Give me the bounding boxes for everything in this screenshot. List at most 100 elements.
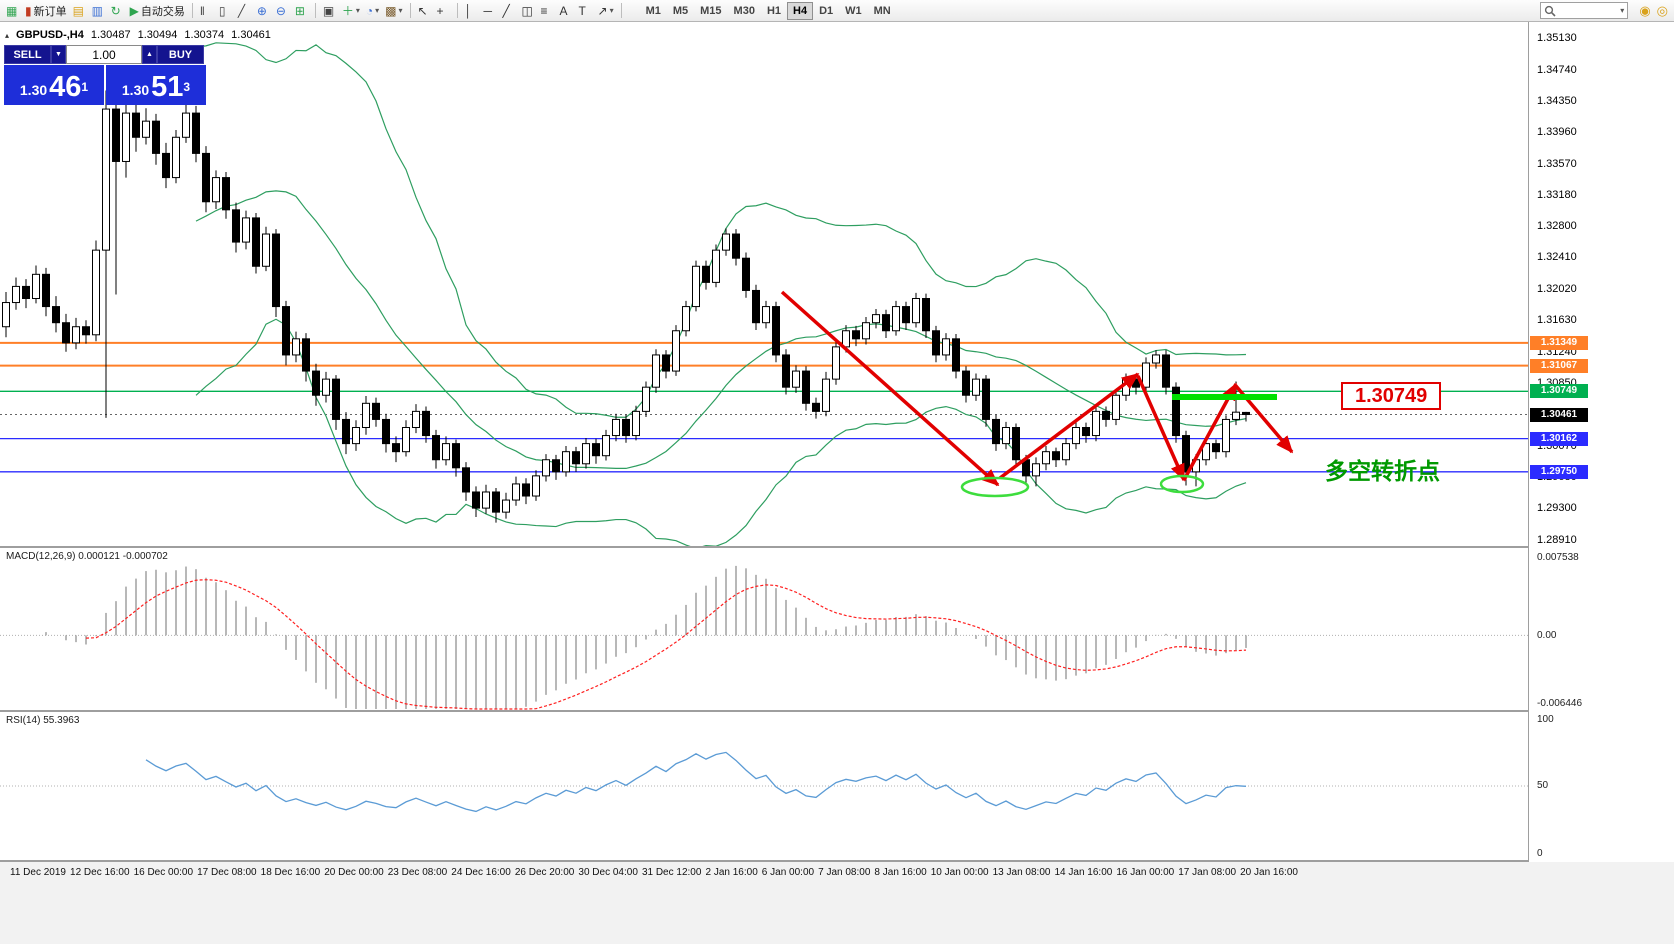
candle-chart-icon: ▯: [218, 3, 226, 18]
indicators-button[interactable]: ＋ ▾: [339, 1, 363, 20]
timeframe-button-m30[interactable]: M30: [733, 4, 755, 17]
profiles-button[interactable]: ▤: [70, 1, 89, 20]
fibonacci-button[interactable]: ≡: [538, 1, 557, 20]
time-axis[interactable]: 11 Dec 2019 12 Dec 16:00 16 Dec 00:00 17 De…: [0, 862, 1674, 944]
price-callout-label[interactable]: 1.30749: [1341, 382, 1442, 410]
zoom-in-button[interactable]: ⊕: [254, 1, 273, 20]
time-axis-label: 31 Dec 12:00: [641, 867, 702, 878]
timeframe-button-m1[interactable]: M1: [645, 4, 661, 17]
timeframe-toolbar: M1 M5 M15 M30 H1 H4 D1 W1 MN: [640, 0, 897, 22]
crosshair-button[interactable]: +: [434, 1, 453, 20]
rsi-canvas[interactable]: [0, 712, 1528, 860]
channel-icon: ◫: [521, 3, 533, 18]
buy-price-button[interactable]: 1.30 51 3: [106, 65, 206, 105]
timeframe-button-d1[interactable]: D1: [819, 4, 834, 17]
zoom-out-button[interactable]: ⊖: [273, 1, 292, 20]
vertical-line-button[interactable]: │: [462, 1, 481, 20]
open-value: 1.30487: [90, 29, 131, 41]
navigator-button[interactable]: ↻: [108, 1, 127, 20]
price-level-badge: 1.30749: [1530, 384, 1588, 399]
toolbar-separator: [456, 3, 458, 18]
price-chart-canvas[interactable]: [0, 22, 1528, 546]
tile-windows-button[interactable]: ▣: [320, 1, 339, 20]
sell-price-button[interactable]: 1.30 46 1: [4, 65, 104, 105]
search-box: ▾: [1540, 2, 1629, 19]
help-icon[interactable]: ◎: [1656, 2, 1668, 18]
search-icon: [1545, 5, 1556, 17]
time-axis-label: 30 Dec 04:00: [578, 867, 638, 878]
panel-separator[interactable]: [0, 710, 1674, 712]
candle-chart-button[interactable]: ▯: [216, 1, 235, 20]
time-axis-label: 17 Dec 08:00: [197, 867, 257, 878]
time-axis-label: 17 Jan 08:00: [1178, 867, 1237, 878]
sell-button[interactable]: SELL: [4, 45, 51, 64]
zoom-in-icon: ⊕: [256, 3, 267, 18]
templates-button[interactable]: ▩ ▾: [382, 1, 405, 20]
chart-panel[interactable]: ▴ GBPUSD-,H4 1.30487 1.30494 1.30374 1.3…: [0, 22, 1528, 546]
chevron-down-icon[interactable]: ▾: [1620, 6, 1625, 15]
macd-canvas[interactable]: [0, 548, 1528, 710]
toolbar-separator: [620, 3, 622, 18]
cursor-button[interactable]: ↖: [415, 1, 434, 20]
buy-price-pip: 3: [183, 80, 191, 94]
price-axis-tick: 1.34740: [1537, 63, 1577, 76]
tile-windows-icon: ▣: [322, 3, 335, 18]
buy-button[interactable]: BUY: [157, 45, 204, 64]
macd-panel[interactable]: MACD(12,26,9) 0.000121 -0.000702: [0, 548, 1528, 710]
text-label-button[interactable]: T: [576, 1, 595, 20]
community-icon[interactable]: ◉: [1639, 2, 1651, 18]
chart-title: ▴ GBPUSD-,H4 1.30487 1.30494 1.30374 1.3…: [5, 29, 271, 41]
app-icon-button[interactable]: ▦: [3, 1, 22, 20]
new-order-icon: ▮: [25, 3, 32, 18]
profiles-icon: ▤: [72, 3, 84, 18]
timeframe-button-mn[interactable]: MN: [873, 4, 891, 17]
price-level-badge: 1.29750: [1530, 464, 1588, 479]
bar-chart-button[interactable]: ‖: [197, 1, 216, 20]
timeframe-button-m5[interactable]: M5: [672, 4, 689, 17]
new-order-button[interactable]: ▮ 新订单: [22, 1, 70, 20]
market-watch-icon: ▥: [91, 3, 103, 18]
toolbar-separator: [191, 3, 193, 18]
periods-button[interactable]: ◔ ▾: [363, 1, 382, 20]
volume-input[interactable]: [66, 45, 142, 64]
horizontal-line-icon: ─: [483, 3, 493, 18]
grid-icon: ⊞: [294, 3, 305, 18]
trendline-button[interactable]: ╱: [500, 1, 519, 20]
chevron-up-icon: ▲: [146, 51, 153, 58]
time-axis-label: 20 Jan 16:00: [1240, 867, 1298, 878]
one-click-trading-panel: SELL ▼ ▲ BUY 1.30 46 1 1.30 51 3: [4, 45, 206, 105]
time-axis-label: 6 Jan 00:00: [761, 867, 815, 878]
annotation-text[interactable]: 多空转折点: [1325, 458, 1440, 484]
time-axis-label: 16 Jan 00:00: [1116, 867, 1175, 878]
price-axis[interactable]: 1.35130 1.34740 1.34350 1.33960 1.33570 1.331…: [1528, 22, 1674, 862]
arrows-button[interactable]: ↗ ▾: [595, 1, 617, 20]
autotrading-icon: ▶: [129, 3, 139, 18]
timeframe-button-m15[interactable]: M15: [700, 4, 722, 17]
time-axis-label: 7 Jan 08:00: [818, 867, 871, 878]
autotrading-button[interactable]: ▶ 自动交易: [127, 1, 188, 20]
volume-decrease-button[interactable]: ▼: [51, 45, 66, 64]
panel-separator[interactable]: [0, 860, 1674, 862]
chevron-down-icon: ▾: [398, 6, 403, 15]
timeframe-button-h4[interactable]: H4: [787, 1, 814, 20]
app-icon-icon: ▦: [6, 3, 18, 18]
horizontal-line-button[interactable]: ─: [481, 1, 500, 20]
grid-button[interactable]: ⊞: [292, 1, 311, 20]
volume-increase-button[interactable]: ▲: [142, 45, 157, 64]
timeframe-button-w1[interactable]: W1: [845, 4, 862, 17]
rsi-panel[interactable]: RSI(14) 55.3963: [0, 712, 1528, 860]
price-axis-tick: 1.34350: [1537, 95, 1577, 107]
timeframe-button-h1[interactable]: H1: [766, 4, 782, 17]
channel-button[interactable]: ◫: [519, 1, 538, 20]
time-axis-label: 13 Jan 08:00: [992, 867, 1051, 878]
panel-separator[interactable]: [0, 546, 1674, 548]
line-chart-button[interactable]: ╱: [235, 1, 254, 20]
search-input[interactable]: [1556, 4, 1621, 17]
price-axis-tick: 1.32800: [1537, 219, 1577, 232]
crosshair-icon: +: [436, 3, 444, 18]
buy-price-base: 1.30: [121, 82, 150, 98]
text-button[interactable]: A: [557, 1, 576, 20]
price-axis-tick: 1.33570: [1537, 157, 1577, 170]
price-level-badge: 1.30162: [1530, 431, 1588, 446]
market-watch-button[interactable]: ▥: [89, 1, 108, 20]
